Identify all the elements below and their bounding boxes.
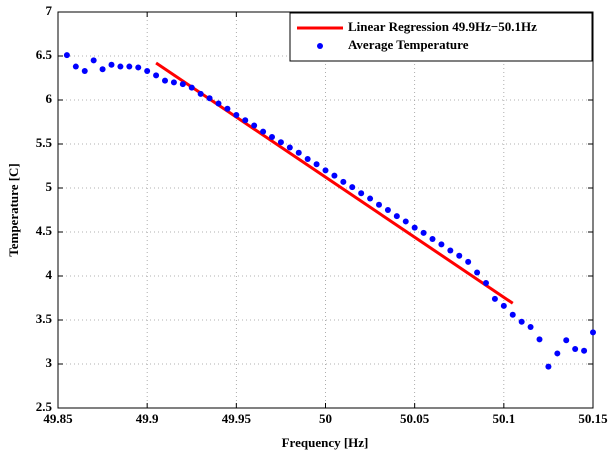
- data-point: [126, 63, 133, 70]
- data-point: [554, 350, 561, 357]
- data-point: [206, 95, 213, 102]
- y-tick-label: 5: [46, 179, 53, 194]
- legend-label: Average Temperature: [348, 37, 469, 52]
- data-point: [153, 72, 160, 79]
- data-point: [358, 190, 365, 197]
- data-point: [411, 224, 418, 231]
- x-tick-label: 50.15: [578, 411, 608, 426]
- data-point: [277, 139, 284, 146]
- data-point: [170, 79, 177, 86]
- data-point: [144, 67, 151, 74]
- data-point: [224, 105, 231, 112]
- data-point: [384, 207, 391, 213]
- data-point: [63, 52, 70, 59]
- y-axis-label: Temperature [C]: [6, 163, 21, 257]
- data-point: [108, 61, 115, 68]
- data-point: [393, 213, 400, 220]
- data-point: [90, 57, 97, 64]
- y-tick-label: 7: [46, 3, 53, 18]
- data-point: [483, 280, 489, 287]
- data-point: [286, 144, 293, 151]
- plot-area: [58, 12, 593, 408]
- y-tick-label: 6.5: [36, 47, 53, 62]
- legend-swatch: [317, 43, 323, 49]
- data-point: [491, 295, 498, 302]
- data-point: [456, 252, 463, 259]
- data-point: [197, 90, 204, 97]
- legend-box: [289, 12, 593, 62]
- data-point: [251, 122, 258, 129]
- data-point: [215, 100, 222, 107]
- data-point: [376, 201, 382, 208]
- data-point: [572, 346, 579, 353]
- data-point: [179, 81, 186, 88]
- data-point: [99, 66, 106, 73]
- y-tick-label: 6: [46, 91, 53, 106]
- x-tick-label: 49.9: [136, 411, 159, 426]
- data-point: [367, 195, 374, 202]
- data-point: [331, 172, 338, 179]
- data-point: [349, 184, 356, 191]
- data-point: [447, 247, 454, 254]
- data-point: [242, 117, 249, 124]
- data-point: [340, 178, 347, 185]
- x-axis-label: Frequency [Hz]: [282, 435, 369, 450]
- x-tick-label: 50: [319, 411, 332, 426]
- x-tick-label: 50.05: [400, 411, 430, 426]
- data-point: [563, 337, 570, 344]
- data-point: [545, 363, 552, 370]
- y-tick-label: 3.5: [36, 311, 53, 326]
- regression-line: [155, 61, 514, 305]
- data-point: [465, 258, 472, 265]
- x-tick-label: 49.85: [43, 411, 73, 426]
- y-tick-label: 4.5: [36, 223, 53, 238]
- data-point: [438, 241, 445, 248]
- data-point: [313, 161, 320, 168]
- y-tick-label: 3: [46, 355, 53, 370]
- data-point: [536, 336, 543, 343]
- data-point: [295, 149, 302, 156]
- data-point: [135, 64, 142, 71]
- data-point: [500, 302, 507, 309]
- data-point: [81, 67, 88, 74]
- data-point: [402, 218, 409, 225]
- x-tick-label: 49.95: [222, 411, 252, 426]
- data-point: [518, 318, 525, 325]
- data-point: [72, 63, 79, 70]
- legend-label: Linear Regression 49.9Hz−50.1Hz: [348, 19, 537, 34]
- y-tick-label: 2.5: [36, 399, 53, 414]
- y-tick-label: 5.5: [36, 135, 53, 150]
- data-point: [474, 269, 481, 276]
- data-point: [233, 111, 240, 118]
- data-point: [117, 63, 124, 70]
- data-point: [429, 236, 436, 243]
- data-point: [260, 128, 267, 135]
- data-point: [527, 324, 534, 331]
- plot-frame: [57, 11, 594, 409]
- data-point: [581, 347, 588, 354]
- data-point: [590, 329, 596, 336]
- data-point: [322, 167, 329, 174]
- data-point: [162, 77, 168, 84]
- data-point: [509, 311, 516, 318]
- data-point: [304, 155, 311, 162]
- data-point: [188, 84, 195, 91]
- x-tick-label: 50.1: [492, 411, 515, 426]
- y-tick-label: 4: [46, 267, 53, 282]
- data-point: [269, 133, 275, 140]
- data-point: [420, 229, 427, 236]
